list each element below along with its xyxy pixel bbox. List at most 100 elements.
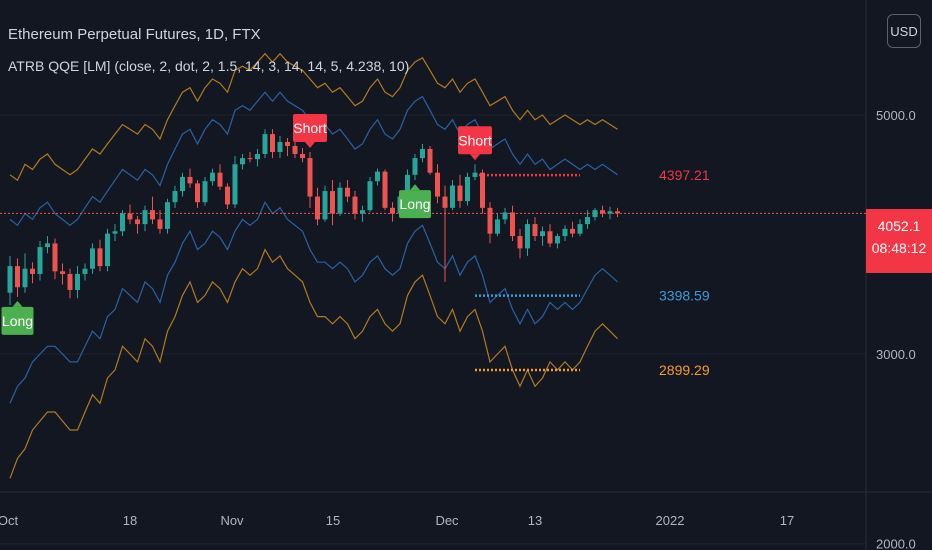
time-tick-label: 17 (780, 513, 794, 528)
outer-lower-band (9, 248, 618, 479)
candle-body (292, 145, 298, 155)
candle-body (262, 134, 268, 155)
candle-body (562, 228, 568, 237)
candle-body (487, 207, 493, 234)
candle-body (247, 158, 253, 160)
signal-box (1, 306, 34, 335)
candle-body (525, 224, 530, 249)
candle-body (457, 185, 463, 202)
candle-body (360, 210, 365, 214)
candle-body (420, 148, 425, 159)
price-tick-label: 2000.0 (876, 537, 916, 550)
candle-body (15, 266, 20, 288)
candle-body (217, 172, 223, 187)
bar-countdown: 08:48:12 (871, 240, 927, 256)
candle-body (510, 212, 515, 237)
candle-body (540, 231, 545, 237)
symbol-title[interactable]: Ethereum Perpetual Futures, 1D, FTX (8, 26, 261, 43)
candle-body (202, 181, 208, 203)
candle-body (600, 210, 605, 214)
candle-body (270, 134, 275, 152)
long-signal: Long (1, 300, 34, 335)
signal-pointer (305, 141, 315, 148)
candle-body (97, 248, 103, 267)
candle-body (60, 271, 65, 274)
candle-body (22, 268, 28, 288)
candle-body (307, 158, 313, 197)
time-tick-label: 13 (528, 513, 542, 528)
time-tick-label: 18 (123, 513, 137, 528)
short-signal: Short (293, 113, 327, 148)
candle-body (255, 154, 260, 160)
candle-body (435, 172, 440, 197)
candle-body (345, 187, 350, 197)
time-tick-label: 15 (326, 513, 340, 528)
candle-body (352, 196, 358, 214)
signal-text: Long (399, 196, 430, 212)
candle-body (37, 247, 43, 274)
level-label: 2899.29 (659, 362, 710, 378)
candle-body (240, 158, 245, 165)
signal-box (399, 190, 431, 219)
signal-box (458, 126, 492, 155)
candle-body (592, 210, 598, 218)
candle-body (555, 236, 560, 244)
currency-button[interactable]: USD (887, 14, 921, 48)
signal-pointer (12, 300, 23, 307)
candle-body (465, 176, 470, 202)
candle-body (142, 210, 148, 225)
level-label: 3398.59 (659, 288, 710, 304)
candle-body (547, 231, 553, 244)
signal-pointer (470, 154, 480, 161)
candle-body (225, 186, 230, 205)
candle-body (532, 224, 538, 237)
candle-body (232, 164, 238, 205)
candle-body (375, 171, 380, 182)
candle-body (607, 211, 613, 214)
candle-body (330, 191, 335, 214)
candle-body (157, 219, 163, 229)
candle-body (615, 211, 620, 214)
candle-body (472, 172, 478, 177)
signal-box (293, 113, 327, 142)
candle-body (382, 171, 388, 208)
level-label: 4397.21 (659, 167, 710, 183)
level-lines: 4397.21 3398.59 2899.29 (0, 167, 866, 378)
candle-body (315, 196, 320, 220)
candle-body (405, 174, 410, 197)
time-tick-label: Dec (435, 513, 459, 528)
candle-body (285, 141, 290, 146)
candle-body (585, 217, 590, 225)
candle-body (187, 176, 193, 184)
candle-body (517, 236, 523, 249)
candle-body (172, 191, 178, 203)
short-signal: Short (458, 126, 492, 161)
candle-body (390, 207, 395, 214)
candle-body (367, 181, 373, 211)
candle-body (75, 273, 80, 290)
candle-body (127, 213, 133, 220)
price-tick-label: 5000.0 (876, 108, 916, 123)
candle-body (277, 141, 283, 152)
long-signal: Long (399, 184, 431, 219)
candle-body (570, 228, 575, 234)
candle-body (180, 176, 185, 192)
current-price: 4052.1 (877, 218, 921, 234)
candle-body (165, 202, 170, 229)
candle-body (7, 266, 13, 293)
candle-body (502, 212, 508, 220)
candle-body (82, 268, 88, 274)
indicator-legend[interactable]: ATRB QQE [LM] (close, 2, dot, 2, 1.5, 14… (8, 58, 410, 74)
candle-body (442, 196, 448, 208)
time-tick-label: 2022 (656, 513, 685, 528)
candle-body (322, 191, 328, 220)
candle-body (427, 148, 433, 173)
candle-body (45, 243, 50, 248)
candle-body (30, 268, 35, 274)
signal-labels: Short Short Long Long (1, 113, 492, 335)
candle-body (412, 158, 418, 175)
candle-body (120, 213, 125, 232)
candle-body (195, 183, 200, 203)
